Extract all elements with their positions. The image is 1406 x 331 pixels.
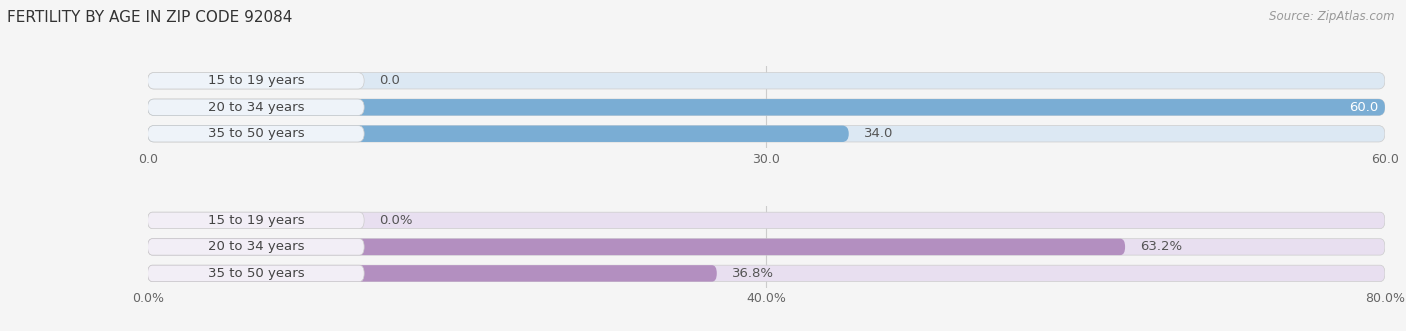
- Text: 34.0: 34.0: [863, 127, 893, 140]
- FancyBboxPatch shape: [148, 99, 364, 116]
- FancyBboxPatch shape: [148, 212, 1385, 229]
- Text: Source: ZipAtlas.com: Source: ZipAtlas.com: [1270, 10, 1395, 23]
- FancyBboxPatch shape: [148, 265, 364, 282]
- FancyBboxPatch shape: [148, 239, 1125, 255]
- FancyBboxPatch shape: [148, 99, 1385, 116]
- FancyBboxPatch shape: [148, 239, 1385, 255]
- Text: 35 to 50 years: 35 to 50 years: [208, 267, 304, 280]
- Text: 15 to 19 years: 15 to 19 years: [208, 74, 304, 87]
- FancyBboxPatch shape: [148, 99, 1385, 116]
- Text: 20 to 34 years: 20 to 34 years: [208, 240, 304, 254]
- FancyBboxPatch shape: [148, 72, 364, 89]
- Text: FERTILITY BY AGE IN ZIP CODE 92084: FERTILITY BY AGE IN ZIP CODE 92084: [7, 10, 292, 25]
- Text: 0.0%: 0.0%: [380, 214, 412, 227]
- Text: 36.8%: 36.8%: [731, 267, 773, 280]
- Text: 20 to 34 years: 20 to 34 years: [208, 101, 304, 114]
- FancyBboxPatch shape: [148, 72, 1385, 89]
- FancyBboxPatch shape: [148, 125, 849, 142]
- Text: 63.2%: 63.2%: [1140, 240, 1182, 254]
- Text: 15 to 19 years: 15 to 19 years: [208, 214, 304, 227]
- FancyBboxPatch shape: [148, 265, 717, 282]
- Text: 0.0: 0.0: [380, 74, 399, 87]
- FancyBboxPatch shape: [148, 265, 1385, 282]
- Text: 35 to 50 years: 35 to 50 years: [208, 127, 304, 140]
- FancyBboxPatch shape: [148, 239, 364, 255]
- FancyBboxPatch shape: [148, 125, 1385, 142]
- Text: 60.0: 60.0: [1350, 101, 1379, 114]
- FancyBboxPatch shape: [148, 212, 364, 229]
- FancyBboxPatch shape: [148, 125, 364, 142]
